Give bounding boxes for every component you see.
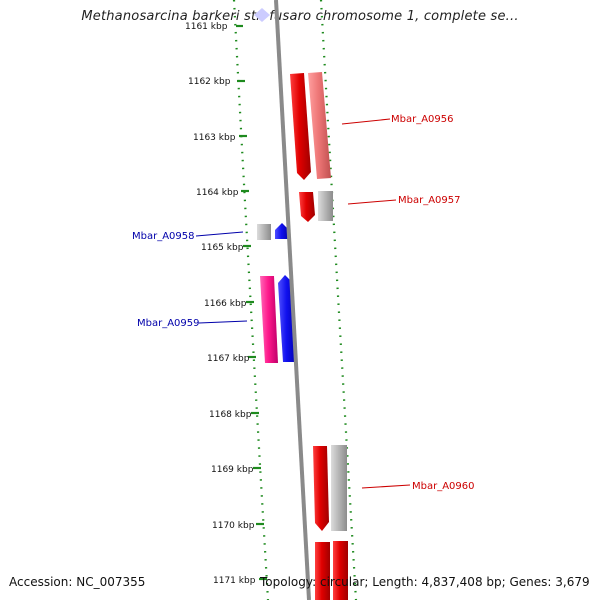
ruler-ticks: 1161 kbp 1162 kbp 1163 kbp 1164 kbp 1165…: [185, 22, 267, 586]
gene-label-Mbar_A0959[interactable]: Mbar_A0959: [137, 318, 200, 329]
gene-next-strand1[interactable]: [315, 542, 330, 600]
accession-text: Accession: NC_007355: [9, 575, 146, 589]
position-marker-icon[interactable]: [254, 8, 270, 22]
tick-label: 1171 kbp: [213, 576, 256, 586]
map-title: Methanosarcina barkeri str. fusaro chrom…: [81, 9, 519, 24]
leader-line: [341, 118, 391, 125]
chromosome-backbone: [274, 0, 311, 600]
gene-next-paired[interactable]: [333, 541, 348, 600]
gene-label-Mbar_A0957[interactable]: Mbar_A0957: [398, 195, 461, 206]
gene-features[interactable]: [257, 72, 348, 600]
gene-Mbar_A0956-paired[interactable]: [308, 72, 331, 179]
tick-label: 1162 kbp: [188, 77, 231, 87]
topology-text: Topology: circular; Length: 4,837,408 bp…: [260, 575, 590, 589]
gene-Mbar_A0960-strand1[interactable]: [313, 446, 329, 531]
gene-Mbar_A0960-paired[interactable]: [331, 445, 347, 531]
tick-label: 1168 kbp: [209, 410, 252, 420]
leader-line: [195, 231, 244, 237]
leader-line: [347, 199, 397, 205]
gene-Mbar_A0958-gray[interactable]: [257, 224, 271, 240]
tick-label: 1170 kbp: [212, 521, 255, 531]
gene-Mbar_A0957-paired[interactable]: [318, 191, 333, 221]
gene-labels[interactable]: Mbar_A0956 Mbar_A0957 Mbar_A0958 Mbar_A0…: [132, 114, 475, 492]
gene-Mbar_A0957-strand1[interactable]: [299, 192, 315, 222]
tick-label: 1161 kbp: [185, 22, 228, 32]
tick-label: 1166 kbp: [204, 299, 247, 309]
leader-line: [361, 484, 411, 489]
tick-label: 1169 kbp: [211, 465, 254, 475]
gene-Mbar_A0959-pink[interactable]: [260, 276, 278, 363]
tick-label: 1167 kbp: [207, 354, 250, 364]
gene-label-Mbar_A0960[interactable]: Mbar_A0960: [412, 481, 475, 492]
leader-line: [198, 320, 248, 324]
gene-label-Mbar_A0956[interactable]: Mbar_A0956: [391, 114, 454, 125]
gene-Mbar_A0956-strand1[interactable]: [290, 73, 311, 180]
tick-label: 1164 kbp: [196, 188, 239, 198]
gene-Mbar_A0958-blue[interactable]: [275, 223, 289, 239]
tick-label: 1163 kbp: [193, 133, 236, 143]
gene-label-Mbar_A0958[interactable]: Mbar_A0958: [132, 231, 195, 242]
tick-label: 1165 kbp: [201, 243, 244, 253]
